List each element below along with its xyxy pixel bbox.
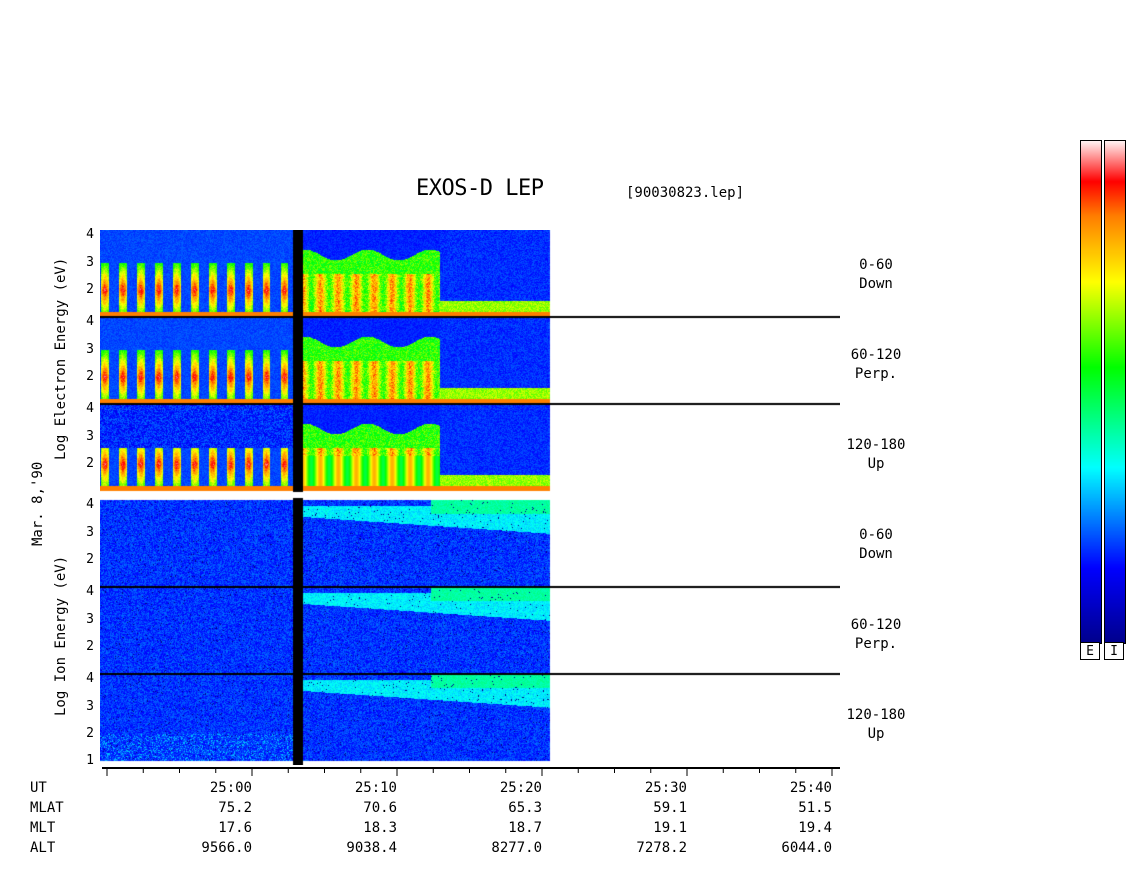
y-tick-label: 4 <box>86 671 94 687</box>
y-tick-label: 4 <box>86 227 94 243</box>
y-tick-label: 3 <box>86 428 94 444</box>
ephemeris-mlt-value: 18.7 <box>508 820 542 836</box>
ephemeris-ut-value: 25:20 <box>499 780 542 796</box>
ephemeris-ut-value: 25:30 <box>644 780 687 796</box>
spectrogram-plot <box>100 230 840 765</box>
panel-label-i-perp: 60-120 Perp. <box>850 617 902 652</box>
ephemeris-ut-value: 25:10 <box>354 780 397 796</box>
ephemeris-mlat-value: 65.3 <box>508 800 542 816</box>
panel-label-i-down: 0-60 Down <box>859 527 893 562</box>
y-tick-label: 1 <box>86 753 94 768</box>
y-tick-label: 4 <box>86 497 94 513</box>
ephemeris-alt-value: 6044.0 <box>781 840 832 856</box>
date-label: Mar. 8,'90 <box>30 461 46 546</box>
y-tick-label: 2 <box>86 725 94 741</box>
ephemeris-mlt-value: 17.6 <box>218 820 252 836</box>
time-axis <box>102 767 840 776</box>
y-tick-label: 2 <box>86 368 94 384</box>
ephemeris-alt-value: 9566.0 <box>201 840 252 856</box>
time-axis-ticks <box>106 768 833 776</box>
panel-label-e-up: 120-180 Up <box>846 437 906 472</box>
y-tick-label: 2 <box>86 551 94 567</box>
y-tick-label: 3 <box>86 698 94 714</box>
colorbar-caption-e: E <box>1080 642 1100 660</box>
y-tick-label: 3 <box>86 341 94 357</box>
row-label-mlat: MLAT <box>30 800 64 816</box>
row-label-mlt: MLT <box>30 820 56 836</box>
y-tick-label: 3 <box>86 254 94 270</box>
file-label: [90030823.lep] <box>626 185 745 201</box>
y-tick-label: 2 <box>86 455 94 471</box>
ephemeris-ut-value: 25:00 <box>209 780 252 796</box>
ion-colorbar <box>1104 140 1126 644</box>
ephemeris-mlt-value: 18.3 <box>363 820 397 836</box>
y-tick-label: 3 <box>86 611 94 627</box>
ion-axis-label: Log Ion Energy (eV) <box>53 555 69 716</box>
ephemeris-mlt-value: 19.1 <box>653 820 687 836</box>
colorbar-caption-i: I <box>1104 642 1124 660</box>
ephemeris-alt-value: 7278.2 <box>636 840 687 856</box>
ephemeris-mlat-value: 70.6 <box>363 800 397 816</box>
ephemeris-mlat-value: 51.5 <box>798 800 832 816</box>
y-tick-label: 4 <box>86 314 94 330</box>
electron-axis-label: Log Electron Energy (eV) <box>53 257 69 460</box>
ephemeris-ut-value: 25:40 <box>789 780 832 796</box>
panel-label-i-up: 120-180 Up <box>846 707 906 742</box>
y-tick-label: 2 <box>86 281 94 297</box>
ephemeris-mlat-value: 75.2 <box>218 800 252 816</box>
ephemeris-mlat-value: 59.1 <box>653 800 687 816</box>
panel-label-e-perp: 60-120 Perp. <box>850 347 902 382</box>
row-label-alt: ALT <box>30 840 56 856</box>
ephemeris-alt-value: 9038.4 <box>346 840 397 856</box>
electron-colorbar <box>1080 140 1102 644</box>
y-tick-label: 4 <box>86 401 94 417</box>
y-tick-label: 3 <box>86 524 94 540</box>
ephemeris-mlt-value: 19.4 <box>798 820 832 836</box>
panel-label-e-down: 0-60 Down <box>859 257 893 292</box>
chart-title: EXOS-D LEP <box>416 176 544 201</box>
y-tick-label: 4 <box>86 584 94 600</box>
ephemeris-alt-value: 8277.0 <box>491 840 542 856</box>
row-label-ut: UT <box>30 780 47 796</box>
y-tick-label: 2 <box>86 638 94 654</box>
